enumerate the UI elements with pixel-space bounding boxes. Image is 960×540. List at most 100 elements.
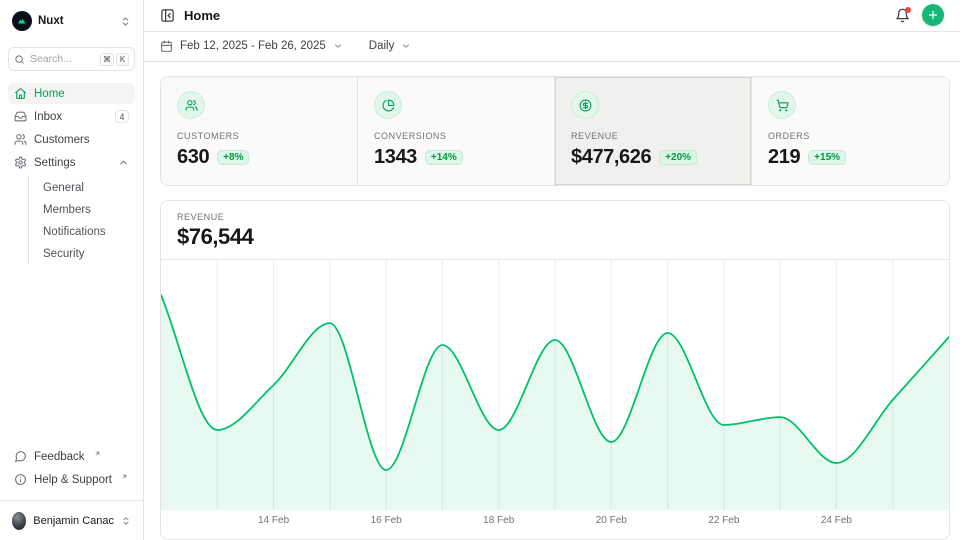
x-tick-label: 24 Feb: [820, 515, 852, 526]
kbd-meta: ⌘: [100, 52, 114, 66]
gear-icon: [14, 156, 27, 169]
sidebar-item-label: Inbox: [34, 110, 63, 123]
x-tick-label: 22 Feb: [708, 515, 740, 526]
search-input[interactable]: Search... ⌘ K: [8, 47, 135, 71]
notifications-button[interactable]: [895, 6, 911, 23]
chart-gridlines: [216, 260, 894, 510]
external-link-icon: [121, 473, 128, 480]
chevrons-up-down-icon: [121, 516, 131, 526]
help-support-link[interactable]: Help & Support: [8, 469, 135, 490]
stat-label: Conversions: [374, 131, 447, 141]
add-button[interactable]: [922, 4, 944, 27]
stat-value: 630: [177, 146, 210, 168]
inbox-icon: [14, 110, 27, 123]
user-menu[interactable]: Benjamin Canac: [8, 503, 135, 532]
chat-bubble-icon: [14, 450, 27, 463]
plus-icon: [928, 11, 938, 20]
stat-card-orders[interactable]: Orders 219 +15%: [752, 77, 949, 185]
workspace-name: Nuxt: [38, 15, 64, 27]
stats-row: Customers 630 +8% Conversions 1343 +14%: [160, 76, 950, 186]
cart-icon: [768, 91, 796, 119]
chart-canvas: [161, 260, 949, 510]
search-kbd-hints: ⌘ K: [100, 52, 129, 66]
feedback-label: Feedback: [34, 450, 85, 463]
stat-label: Revenue: [571, 131, 619, 141]
revenue-area-chart[interactable]: [161, 260, 949, 510]
sidebar: Nuxt Search... ⌘ K Home: [0, 0, 144, 540]
sidebar-item-settings[interactable]: Settings: [8, 152, 135, 173]
stat-delta-badge: +8%: [217, 150, 250, 165]
sidebar-item-inbox[interactable]: Inbox 4: [8, 106, 135, 127]
home-icon: [14, 87, 27, 100]
sidebar-item-home[interactable]: Home: [8, 83, 135, 104]
sidebar-item-customers[interactable]: Customers: [8, 129, 135, 150]
workspace-switcher[interactable]: Nuxt: [8, 8, 135, 34]
bell-icon: [896, 8, 909, 23]
users-icon: [14, 133, 27, 146]
chart-area-fill: [161, 295, 949, 510]
search-icon: [14, 54, 25, 65]
granularity-value: Daily: [368, 40, 395, 53]
sidebar-nav: Home Inbox 4 Customers Settings: [8, 83, 135, 264]
stat-value: 219: [768, 146, 801, 168]
calendar-icon: [160, 40, 173, 53]
stat-card-conversions[interactable]: Conversions 1343 +14%: [358, 77, 555, 185]
inbox-count-badge: 4: [114, 110, 129, 123]
x-tick-label: 14 Feb: [257, 515, 290, 526]
stat-card-customers[interactable]: Customers 630 +8%: [161, 77, 358, 185]
stat-delta-badge: +14%: [424, 150, 463, 165]
chart-line: [161, 294, 949, 471]
sidebar-item-security[interactable]: Security: [43, 247, 85, 260]
user-name: Benjamin Canac: [33, 515, 114, 527]
unread-indicator: [905, 6, 911, 13]
page-header: Home: [144, 0, 960, 32]
chevron-down-icon: [401, 41, 411, 51]
pie-chart-icon: [374, 91, 402, 119]
nuxt-logo-icon: [12, 11, 32, 31]
chevron-up-icon: [118, 157, 129, 168]
date-range-picker[interactable]: Feb 12, 2025 - Feb 26, 2025: [160, 40, 343, 53]
stat-label: Orders: [768, 131, 810, 141]
x-tick-label: 18 Feb: [483, 515, 515, 526]
stat-delta-badge: +20%: [659, 150, 698, 165]
chart-header: Revenue $76,544: [161, 201, 949, 260]
avatar: [12, 512, 27, 530]
sidebar-item-general[interactable]: General: [43, 181, 84, 194]
granularity-select[interactable]: Daily: [369, 40, 412, 52]
chevrons-up-down-icon: [120, 16, 131, 27]
x-tick-label: 16 Feb: [370, 515, 402, 526]
info-icon: [14, 473, 27, 486]
settings-subnav: General Members Notifications Security: [28, 177, 135, 264]
revenue-chart-card: Revenue $76,544 14 Feb 16 Feb 18 Feb 20 Feb…: [160, 200, 950, 540]
external-link-icon: [94, 450, 101, 457]
stat-value: 1343: [374, 146, 417, 168]
sidebar-item-label: Settings: [34, 156, 76, 169]
stat-card-revenue[interactable]: Revenue $477,626 +20%: [555, 77, 752, 185]
date-range-value: Feb 12, 2025 - Feb 26, 2025: [180, 40, 326, 53]
sidebar-item-label: Home: [34, 87, 65, 100]
kbd-k: K: [116, 52, 129, 66]
collapse-sidebar-button[interactable]: [160, 8, 175, 23]
search-placeholder: Search...: [30, 53, 73, 65]
chart-metric-value: $76,544: [177, 224, 254, 249]
sidebar-item-label: Customers: [34, 133, 90, 146]
circle-dollar-icon: [571, 91, 599, 119]
chart-metric-label: Revenue: [177, 212, 225, 222]
page-title: Home: [184, 7, 221, 23]
sidebar-item-members[interactable]: Members: [43, 203, 91, 216]
stat-value: $477,626: [571, 146, 652, 168]
sidebar-footer: Feedback Help & Support Benjamin Canac: [0, 446, 143, 532]
users-icon: [177, 91, 205, 119]
sidebar-item-notifications[interactable]: Notifications: [43, 225, 106, 238]
stat-delta-badge: +15%: [808, 150, 847, 165]
feedback-link[interactable]: Feedback: [8, 446, 135, 467]
dashboard-content: Customers 630 +8% Conversions 1343 +14%: [144, 62, 960, 540]
help-support-label: Help & Support: [34, 473, 112, 486]
divider: [0, 500, 143, 501]
filters-toolbar: Feb 12, 2025 - Feb 26, 2025 Daily: [144, 32, 960, 62]
chevron-down-icon: [333, 41, 343, 51]
x-tick-label: 20 Feb: [595, 515, 627, 526]
main-panel: Home Feb 12, 2025 - Feb 26, 2025: [144, 0, 960, 540]
stat-label: Customers: [177, 131, 240, 141]
